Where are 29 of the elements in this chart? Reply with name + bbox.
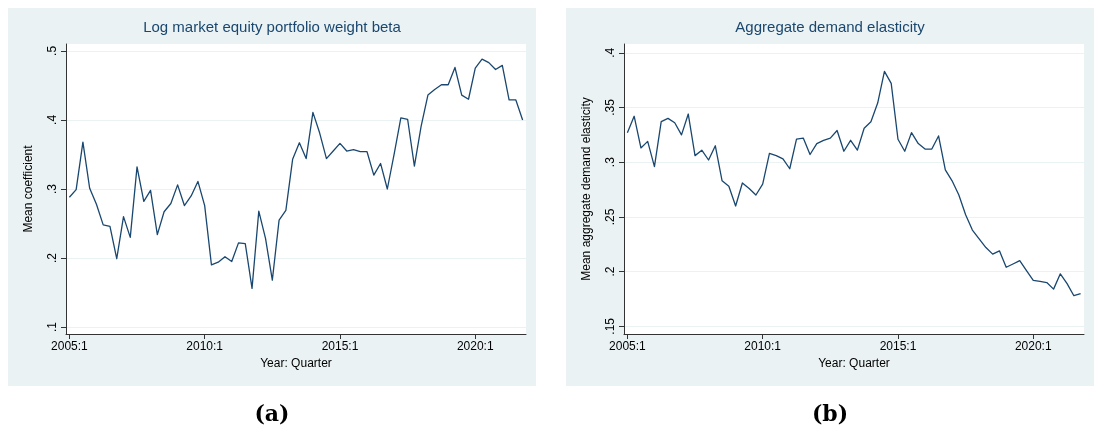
y-tick-label: .4	[603, 47, 617, 58]
x-tick-label: 2020:1	[456, 339, 494, 353]
x-tick-label: 2015:1	[321, 339, 359, 353]
y-tick-label: .25	[603, 208, 617, 226]
y-tick-label: .2	[45, 252, 59, 264]
x-tick-label: 2005:1	[609, 339, 647, 353]
y-tick-label: .5	[45, 45, 59, 56]
chart-title: Log market equity portfolio weight beta	[143, 18, 402, 35]
x-axis-title: Year: Quarter	[818, 355, 890, 370]
y-axis-title: Mean coefficient	[21, 144, 35, 233]
x-tick-label: 2010:1	[744, 339, 782, 353]
y-tick-label: .3	[603, 156, 617, 168]
line-series	[68, 58, 524, 290]
text: (b)	[811, 400, 849, 426]
text: (a)	[254, 400, 290, 426]
x-tick-label: 2010:1	[186, 339, 224, 353]
x-tick-label: 2005:1	[51, 339, 89, 353]
y-axis-title: Mean aggregate demand elasticity	[579, 97, 593, 281]
chart-title: Aggregate demand elasticity	[735, 18, 926, 35]
x-tick-label: 2015:1	[879, 339, 917, 353]
y-tick-label: .15	[603, 317, 617, 335]
y-tick-label: .1	[45, 321, 59, 333]
x-tick-label: 2020:1	[1014, 339, 1052, 353]
x-axis-title: Year: Quarter	[260, 355, 332, 370]
y-tick-label: .2	[603, 266, 617, 277]
y-tick-label: .35	[603, 98, 617, 116]
line-series	[626, 70, 1082, 297]
y-tick-label: .3	[45, 183, 59, 195]
y-tick-label: .4	[45, 114, 59, 125]
